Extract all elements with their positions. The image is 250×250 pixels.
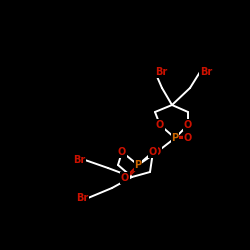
Text: O: O <box>121 173 129 183</box>
Text: P: P <box>172 133 178 143</box>
Text: P: P <box>134 160 141 170</box>
Text: Br: Br <box>73 155 85 165</box>
Text: O: O <box>149 147 157 157</box>
Text: O: O <box>118 147 126 157</box>
Text: Br: Br <box>76 193 88 203</box>
Text: O: O <box>156 120 164 130</box>
Text: Br: Br <box>200 67 212 77</box>
Text: O: O <box>153 147 161 157</box>
Text: O: O <box>184 120 192 130</box>
Text: O: O <box>184 133 192 143</box>
Text: Br: Br <box>155 67 167 77</box>
